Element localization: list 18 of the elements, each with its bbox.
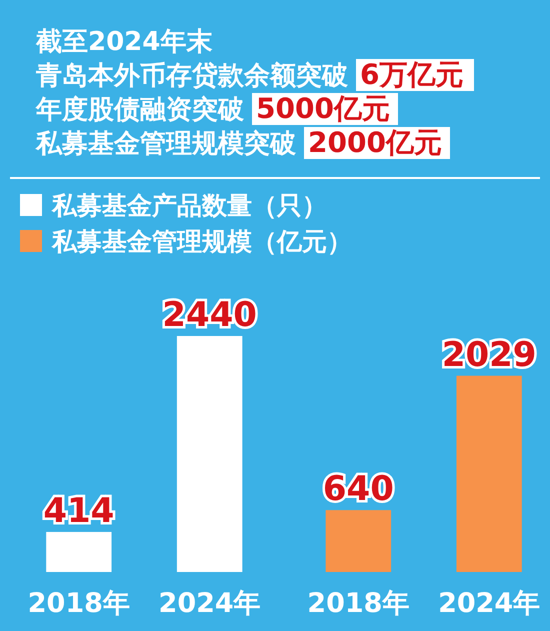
text: 青岛本外币存贷款余额突破 6万亿元 [35,58,464,91]
legend-label: 私募基金管理规模（亿元） [51,227,352,256]
bar [46,532,112,572]
x-tick-label: 2024年 [158,588,261,619]
text: 私募基金管理规模突破 2000亿元 [35,126,442,159]
bar [456,376,522,572]
legend-label: 私募基金产品数量（只） [51,191,327,220]
chart-title: 截至2024年末 [35,27,212,57]
text: 年度股债融资突破 5000亿元 [35,92,390,125]
data-label: 414 [43,490,114,531]
bar [326,510,392,572]
x-tick-label: 2024年 [438,588,540,619]
data-label: 2440 [162,295,257,335]
bar [176,336,242,572]
data-label: 640 [322,469,394,510]
x-tick-label: 2018年 [307,588,410,619]
x-tick-label: 2018年 [28,588,130,619]
data-label: 2029 [442,334,536,375]
